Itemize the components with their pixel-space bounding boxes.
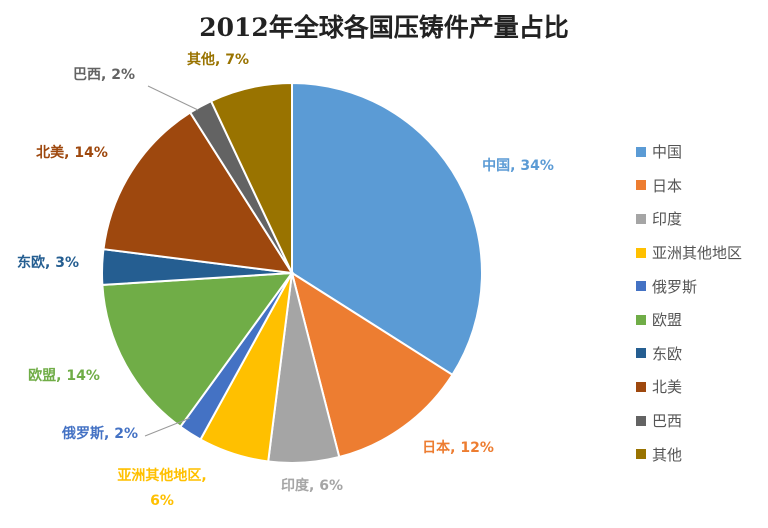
legend-swatch [636, 146, 646, 157]
legend-swatch [636, 381, 646, 392]
data-label-2: 印度, 6% [281, 477, 343, 494]
pie-slice-1 [290, 270, 454, 459]
legend-swatch [636, 180, 646, 191]
pie-slice-9 [209, 81, 293, 274]
chart-title: 2012年全球各国压铸件产量占比 [199, 13, 569, 42]
legend: 中国日本印度亚洲其他地区 俄罗斯欧盟东欧北美巴西其他 [636, 135, 742, 471]
legend-label: 其他 [652, 445, 683, 464]
legend-item-8: 巴西 [636, 404, 742, 438]
legend-item-4: 俄罗斯 [636, 269, 742, 303]
data-label-8: 巴西, 2% [73, 67, 135, 83]
data-label-name: 亚洲其他地区, [117, 467, 206, 484]
legend-label: 亚洲其他地区 [652, 244, 743, 263]
legend-swatch [636, 314, 646, 325]
data-label-0: 中国, 34% [482, 157, 554, 174]
data-label-9: 其他, 7% [187, 51, 249, 68]
legend-label: 日本 [652, 176, 683, 195]
legend-item-7: 北美 [636, 370, 742, 404]
data-label-4: 俄罗斯, 2% [61, 425, 138, 442]
legend-label: 北美 [652, 378, 683, 397]
legend-item-6: 东欧 [636, 337, 742, 371]
data-label-5: 欧盟, 14% [28, 367, 100, 384]
legend-label: 印度 [652, 210, 683, 229]
legend-item-2: 印度 [636, 202, 742, 236]
legend-swatch [636, 247, 646, 258]
legend-swatch [636, 213, 646, 224]
legend-item-5: 欧盟 [636, 303, 742, 337]
data-label-3: 亚洲其他地区, 6% [117, 467, 206, 509]
legend-label: 东欧 [652, 344, 683, 363]
pie-slice-5 [101, 271, 295, 429]
legend-label: 中国 [652, 143, 683, 162]
legend-label: 欧盟 [652, 311, 683, 330]
legend-item-9: 其他 [636, 437, 742, 471]
legend-item-1: 日本 [636, 169, 742, 203]
legend-item-3: 亚洲其他地区 [636, 236, 742, 270]
legend-swatch [636, 449, 646, 460]
legend-label: 俄罗斯 [652, 277, 698, 296]
legend-label: 巴西 [652, 412, 683, 431]
data-label-value: 6% [150, 493, 174, 509]
leader-line-8 [147, 85, 199, 111]
legend-swatch [636, 348, 646, 359]
pie-slice-7 [102, 111, 294, 275]
legend-swatch [636, 415, 646, 426]
pie-slice-0 [291, 81, 483, 377]
data-label-7: 北美, 14% [36, 144, 108, 161]
data-label-1: 日本, 12% [422, 439, 494, 456]
leader-line-4 [144, 417, 191, 437]
legend-swatch [636, 281, 646, 292]
data-label-6: 东欧, 3% [17, 254, 79, 271]
legend-item-0: 中国 [636, 135, 742, 169]
